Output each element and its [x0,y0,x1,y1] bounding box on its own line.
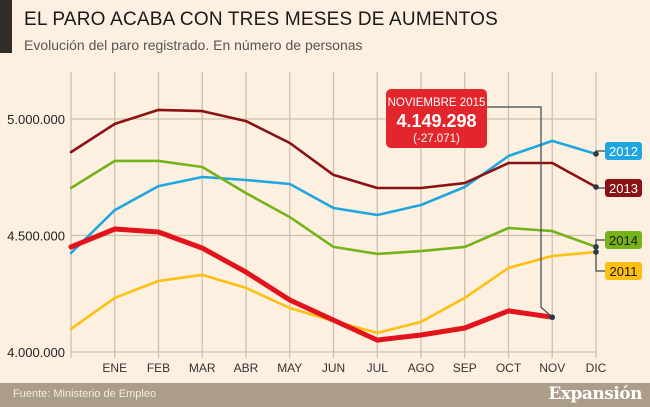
series-label-box-2014 [605,231,642,249]
series-label-box-2012 [605,142,642,160]
x-axis-ticks: ENE FEB MAR ABR MAY JUN JUL AGO SEP OCT NOV DIC [102,361,606,375]
line-chart: 4.000.000 4.500.000 5.000.000 ENE FEB MAR ABR… [7,72,642,375]
x-tick-label: JUL [367,361,389,375]
y-axis-ticks: 4.000.000 4.500.000 5.000.000 [7,112,65,360]
series-lines [68,108,598,343]
source-note: Fuente: Ministerio de Empleo [13,388,157,400]
x-tick-label: NOV [539,361,565,375]
x-tick-label: SEP [453,361,477,375]
x-tick-label: MAR [189,361,216,375]
x-tick-label: OCT [496,361,522,375]
x-tick-label: DIC [586,361,607,375]
callout-title: NOVIEMBRE 2015 [388,97,486,109]
label-connector-2011 [595,252,605,272]
y-tick-label: 5.000.000 [7,112,65,127]
x-tick-label: JUN [322,361,345,375]
callout-box [386,89,487,148]
callout-value: 4.149.298 [396,111,476,131]
x-tick-label: ENE [102,361,127,375]
series-labels: 2011 2012 2013 2014 [593,142,642,280]
callout-annotation: NOVIEMBRE 2015 4.149.298 (-27.071) [386,89,556,321]
chart-title: EL PARO ACABA CON TRES MESES DE AUMENTOS [24,9,498,30]
label-anchor-dot-2011 [593,249,599,255]
series-label-2014: 2014 [609,233,638,248]
callout-connector [487,106,553,318]
label-anchor-dot-2014 [593,244,599,250]
x-tick-label: FEB [147,361,170,375]
y-tick-label: 4.000.000 [7,345,65,360]
callout-anchor-dot [549,314,556,321]
footer-bar: Fuente: Ministerio de Empleo Expansión [0,383,650,407]
grid [70,72,597,358]
series-label-box-2011 [605,262,642,280]
callout-change: (-27.071) [413,133,460,145]
header-accent-bar [0,0,12,53]
y-tick-label: 4.500.000 [7,229,65,244]
chart-subtitle: Evolución del paro registrado. En número… [24,37,363,53]
x-tick-label: ABR [234,361,259,375]
label-anchor-dot-2013 [593,184,599,190]
series-line-2015 [68,226,555,343]
series-label-2012: 2012 [609,144,638,159]
series-label-2011: 2011 [610,264,638,279]
x-tick-label: AGO [408,361,435,375]
series-line-2013 [69,108,598,190]
x-tick-label: MAY [277,361,302,375]
series-line-2012 [69,139,598,255]
publisher-logo: Expansión [548,384,642,404]
series-line-2014 [69,159,598,256]
series-label-box-2013 [605,179,642,197]
label-anchor-dot-2012 [593,151,599,157]
series-label-2013: 2013 [609,181,638,196]
